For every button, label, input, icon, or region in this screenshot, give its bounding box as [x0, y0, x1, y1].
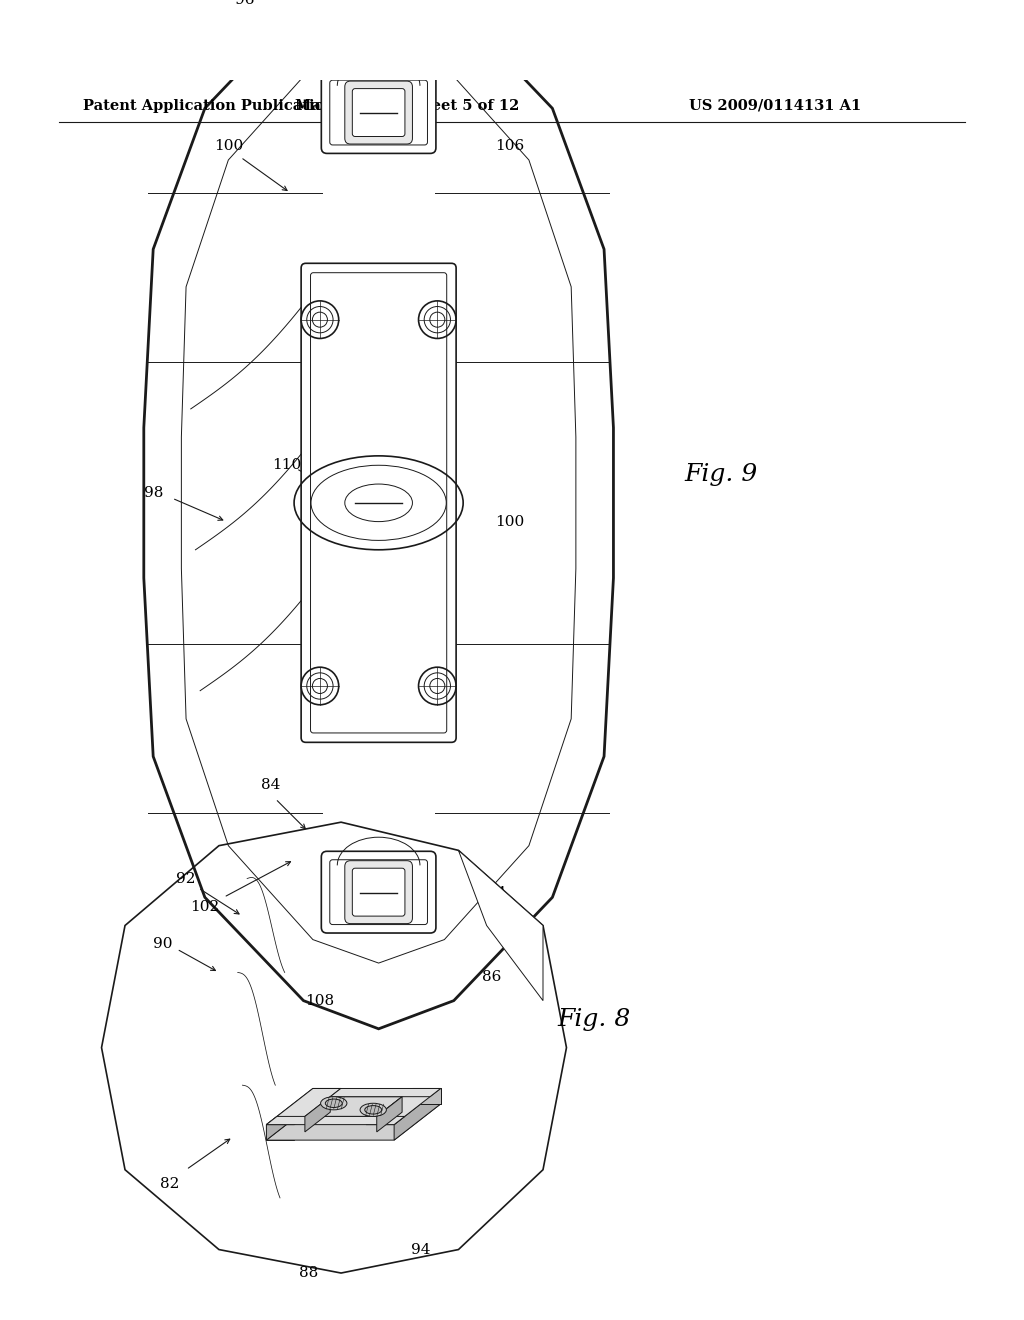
Text: US 2009/0114131 A1: US 2009/0114131 A1: [688, 99, 861, 112]
Polygon shape: [313, 1089, 341, 1104]
FancyBboxPatch shape: [352, 869, 404, 916]
Text: 88: 88: [299, 1266, 317, 1280]
Polygon shape: [266, 1125, 294, 1140]
Polygon shape: [305, 1097, 402, 1117]
Text: 86: 86: [481, 970, 501, 985]
Text: 96: 96: [236, 0, 255, 8]
Text: 104: 104: [477, 886, 506, 900]
Ellipse shape: [365, 1106, 382, 1114]
Text: 82: 82: [161, 1177, 180, 1191]
FancyBboxPatch shape: [345, 81, 413, 144]
FancyBboxPatch shape: [352, 88, 404, 136]
Polygon shape: [266, 1104, 440, 1140]
Text: 90: 90: [153, 937, 172, 952]
Polygon shape: [266, 1089, 341, 1125]
Polygon shape: [413, 1089, 440, 1104]
Text: Fig. 9: Fig. 9: [684, 463, 757, 486]
Text: Fig. 8: Fig. 8: [557, 1008, 631, 1031]
Polygon shape: [367, 1089, 440, 1125]
Polygon shape: [394, 1089, 440, 1140]
Text: 102: 102: [190, 900, 219, 913]
Ellipse shape: [321, 1097, 347, 1110]
Polygon shape: [313, 1089, 440, 1104]
FancyBboxPatch shape: [345, 861, 413, 924]
Text: 92: 92: [176, 871, 196, 886]
FancyBboxPatch shape: [322, 851, 436, 933]
FancyBboxPatch shape: [330, 81, 427, 145]
FancyBboxPatch shape: [301, 263, 456, 742]
Text: May 7, 2009   Sheet 5 of 12: May 7, 2009 Sheet 5 of 12: [295, 99, 519, 112]
Polygon shape: [313, 1089, 440, 1097]
Text: 100: 100: [496, 515, 524, 528]
Text: 94: 94: [412, 1242, 431, 1257]
Text: 106: 106: [496, 139, 524, 153]
Polygon shape: [305, 1097, 331, 1133]
Text: 110: 110: [272, 458, 301, 473]
Text: Patent Application Publication: Patent Application Publication: [83, 99, 335, 112]
FancyBboxPatch shape: [310, 273, 446, 733]
FancyBboxPatch shape: [330, 859, 427, 924]
Text: 98: 98: [143, 487, 163, 500]
Text: 84: 84: [261, 777, 281, 792]
Text: 108: 108: [305, 994, 334, 1007]
Polygon shape: [266, 1117, 404, 1125]
FancyBboxPatch shape: [322, 71, 436, 153]
Ellipse shape: [360, 1104, 386, 1117]
Text: 100: 100: [214, 139, 243, 153]
Polygon shape: [459, 850, 543, 1001]
Ellipse shape: [326, 1100, 342, 1107]
Polygon shape: [377, 1097, 402, 1133]
Polygon shape: [266, 1089, 313, 1140]
